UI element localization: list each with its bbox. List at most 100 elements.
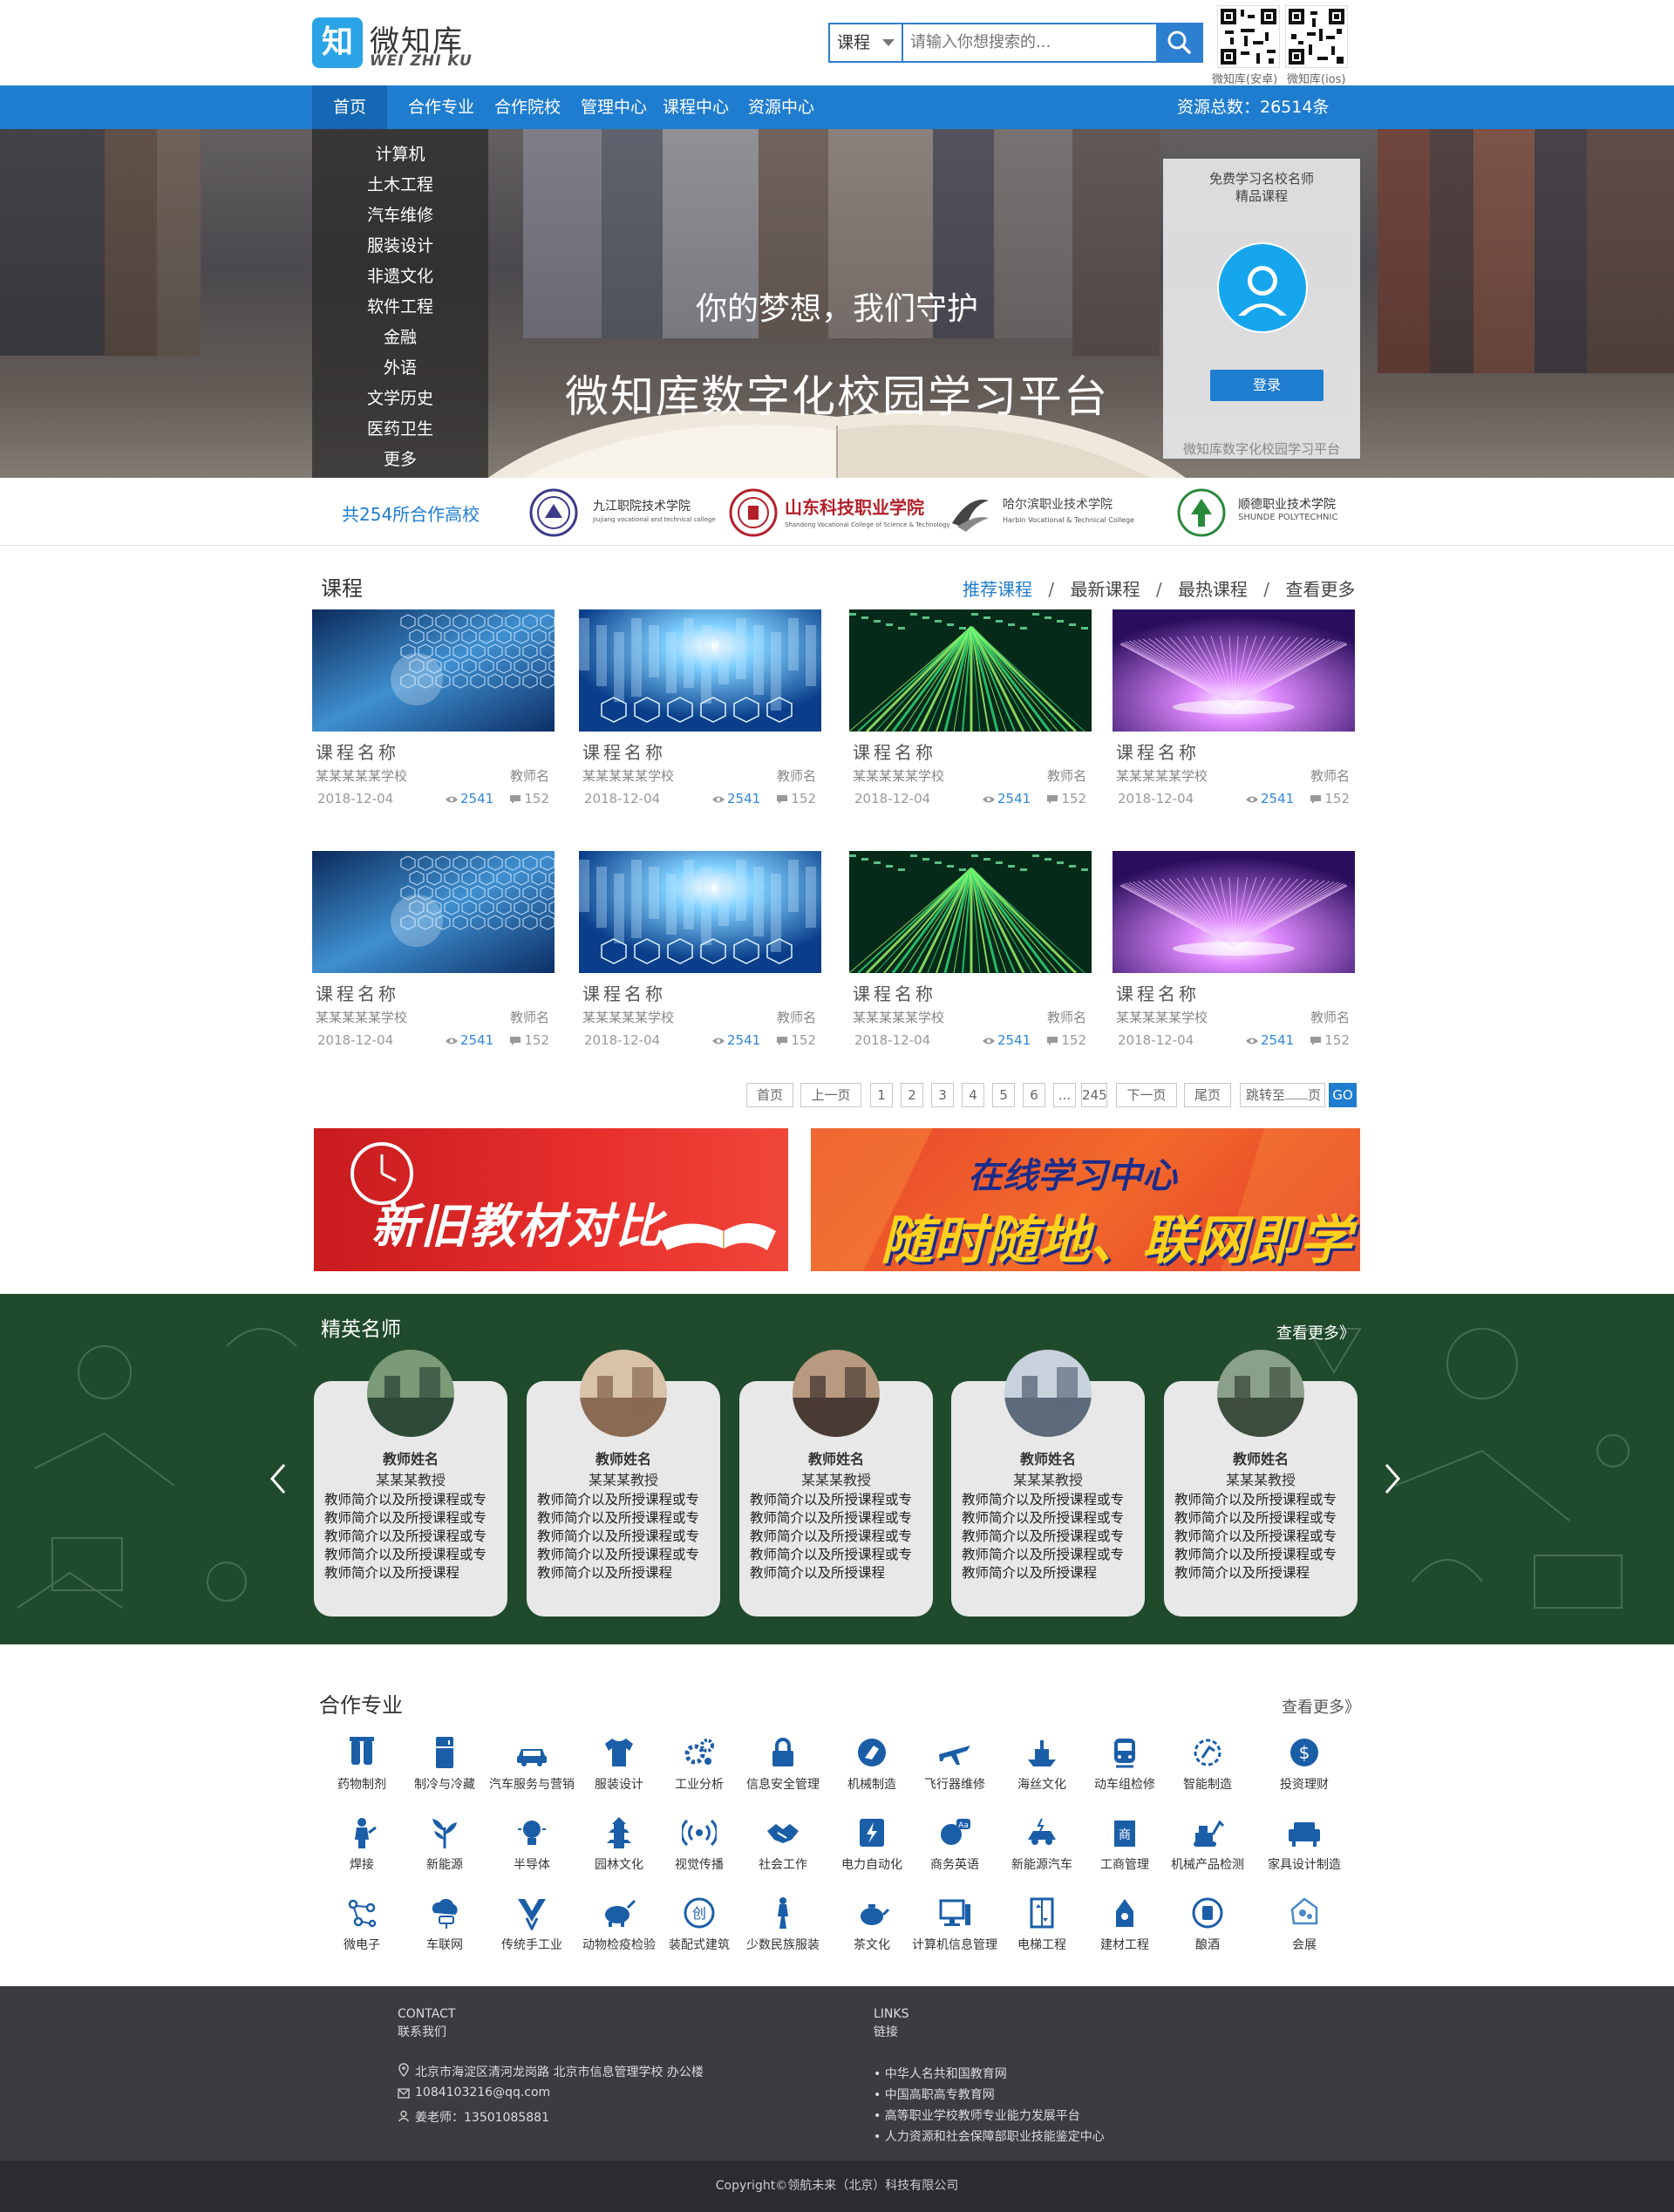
page-number[interactable]: 1 bbox=[870, 1083, 893, 1107]
major-label[interactable]: 动车组检修 bbox=[1094, 1778, 1155, 1792]
major-label[interactable]: 计算机信息管理 bbox=[912, 1938, 997, 1952]
category-item[interactable]: 文学历史 bbox=[366, 389, 433, 408]
major-item[interactable]: 机械产品检测 bbox=[1164, 1815, 1251, 1873]
course-name[interactable]: 课程名称 bbox=[1116, 742, 1200, 763]
major-item[interactable]: 动物检疫检验 bbox=[575, 1896, 663, 1953]
major-label[interactable]: 海丝文化 bbox=[1017, 1778, 1066, 1792]
major-item[interactable]: 服装设计 bbox=[575, 1735, 663, 1793]
major-item[interactable]: 园林文化 bbox=[575, 1815, 663, 1873]
major-item[interactable]: 茶文化 bbox=[828, 1896, 915, 1953]
costume-icon[interactable] bbox=[766, 1896, 800, 1930]
major-item[interactable]: 商工商管理 bbox=[1081, 1815, 1168, 1873]
major-item[interactable]: 飞行器维修 bbox=[911, 1735, 998, 1793]
major-label[interactable]: 装配式建筑 bbox=[669, 1938, 730, 1952]
tab-latest[interactable]: 最新课程 bbox=[1070, 579, 1140, 600]
course-card[interactable]: 课程名称 某某某某某学校 教师名 2018-12-04 2541 152 bbox=[312, 851, 555, 1048]
major-item[interactable]: 车联网 bbox=[401, 1896, 488, 1953]
cloud-car-icon[interactable] bbox=[427, 1896, 462, 1930]
major-item[interactable]: 制冷与冷藏 bbox=[401, 1735, 488, 1793]
page-prev[interactable]: 上一页 bbox=[800, 1083, 861, 1107]
course-card[interactable]: 课程名称 某某某某某学校 教师名 2018-12-04 2541 152 bbox=[1113, 609, 1355, 807]
course-name[interactable]: 课程名称 bbox=[316, 983, 399, 1004]
ship-icon[interactable] bbox=[1024, 1735, 1059, 1770]
course-card[interactable]: 课程名称 某某某某某学校 教师名 2018-12-04 2541 152 bbox=[579, 609, 821, 807]
major-label[interactable]: 电力自动化 bbox=[841, 1858, 902, 1872]
welder-icon[interactable] bbox=[344, 1815, 379, 1850]
category-item[interactable]: 金融 bbox=[383, 328, 417, 347]
teacher-card[interactable]: 教师姓名 某某某教授 教师简介以及所授课程或专教师简介以及所授课程或专教师简介以及所… bbox=[739, 1350, 933, 1616]
major-label[interactable]: 新能源汽车 bbox=[1011, 1858, 1072, 1872]
course-card[interactable]: 课程名称 某某某某某学校 教师名 2018-12-04 2541 152 bbox=[849, 609, 1092, 807]
major-item[interactable]: 智能制造 bbox=[1164, 1735, 1251, 1793]
major-item[interactable]: 机械制造 bbox=[828, 1735, 915, 1793]
teacher-name[interactable]: 教师姓名 bbox=[807, 1451, 864, 1467]
major-item[interactable]: 海丝文化 bbox=[998, 1735, 1085, 1793]
footer-link[interactable]: • 中华人名共和国教育网 bbox=[874, 2067, 1007, 2081]
ev-car-icon[interactable] bbox=[1024, 1815, 1059, 1850]
major-label[interactable]: 微电子 bbox=[344, 1938, 380, 1952]
promo-textbook-compare[interactable]: 新旧教材对比 bbox=[314, 1128, 788, 1271]
page-number[interactable]: 4 bbox=[962, 1083, 984, 1107]
nav-courses[interactable]: 课程中心 bbox=[663, 98, 730, 117]
course-thumbnail[interactable] bbox=[1113, 609, 1355, 732]
page-number[interactable]: 6 bbox=[1023, 1083, 1045, 1107]
teacher-name[interactable]: 教师姓名 bbox=[1019, 1451, 1076, 1467]
carousel-prev-button[interactable] bbox=[265, 1461, 293, 1496]
major-label[interactable]: 半导体 bbox=[514, 1858, 550, 1872]
major-label[interactable]: 工商管理 bbox=[1100, 1858, 1149, 1872]
major-item[interactable]: $ 投资理财 bbox=[1261, 1735, 1348, 1793]
nav-majors[interactable]: 合作专业 bbox=[408, 98, 475, 117]
major-label[interactable]: 药物制剂 bbox=[337, 1778, 386, 1792]
major-item[interactable]: 少数民族服装 bbox=[739, 1896, 827, 1953]
major-label[interactable]: 焊接 bbox=[350, 1858, 374, 1872]
leaf-icon[interactable] bbox=[427, 1815, 462, 1850]
major-label[interactable]: 新能源 bbox=[426, 1858, 463, 1872]
course-thumbnail[interactable] bbox=[579, 609, 821, 732]
school-logo-jiujiang[interactable] bbox=[529, 488, 578, 537]
lock-icon[interactable] bbox=[766, 1735, 800, 1770]
major-label[interactable]: 视觉传播 bbox=[675, 1858, 724, 1872]
english-icon[interactable]: Aa bbox=[937, 1815, 972, 1850]
page-number[interactable]: 245 bbox=[1081, 1083, 1107, 1107]
search-button[interactable] bbox=[1156, 24, 1201, 61]
footer-link-text[interactable]: 高等职业学校教师专业能力发展平台 bbox=[884, 2109, 1080, 2123]
major-item[interactable]: 动车组检修 bbox=[1081, 1735, 1168, 1793]
major-label[interactable]: 车联网 bbox=[426, 1938, 463, 1952]
course-card[interactable]: 课程名称 某某某某某学校 教师名 2018-12-04 2541 152 bbox=[849, 851, 1092, 1048]
login-button[interactable]: 登录 bbox=[1210, 370, 1324, 401]
footer-link-text[interactable]: 中国高职高专教育网 bbox=[884, 2088, 995, 2102]
major-label[interactable]: 酿酒 bbox=[1195, 1938, 1220, 1952]
page-number[interactable]: 2 bbox=[901, 1083, 923, 1107]
teacher-photo[interactable] bbox=[580, 1350, 667, 1437]
business-icon[interactable]: 商 bbox=[1107, 1815, 1142, 1850]
major-label[interactable]: 制冷与冷藏 bbox=[414, 1778, 475, 1792]
major-label[interactable]: 信息安全管理 bbox=[746, 1778, 820, 1792]
school-logo-harbin[interactable] bbox=[945, 488, 994, 537]
major-item[interactable]: 计算机信息管理 bbox=[911, 1896, 998, 1953]
major-label[interactable]: 会展 bbox=[1292, 1938, 1317, 1952]
partner-count[interactable]: 共254所合作高校 bbox=[342, 504, 480, 525]
power-icon[interactable] bbox=[854, 1815, 889, 1850]
category-item[interactable]: 软件工程 bbox=[366, 297, 433, 316]
pharmacy-icon[interactable] bbox=[344, 1735, 379, 1770]
school-logo-shunde[interactable] bbox=[1177, 488, 1226, 537]
course-name[interactable]: 课程名称 bbox=[582, 983, 666, 1004]
course-name[interactable]: 课程名称 bbox=[316, 742, 399, 763]
tab-recommended[interactable]: 推荐课程 bbox=[963, 579, 1032, 600]
school-logo-shandong[interactable] bbox=[729, 488, 778, 537]
footer-link-text[interactable]: 人力资源和社会保障部职业技能鉴定中心 bbox=[884, 2130, 1105, 2144]
machine-icon[interactable] bbox=[854, 1735, 889, 1770]
course-thumbnail[interactable] bbox=[579, 851, 821, 973]
brew-icon[interactable] bbox=[1190, 1896, 1225, 1930]
course-name[interactable]: 课程名称 bbox=[853, 983, 936, 1004]
teacher-name[interactable]: 教师姓名 bbox=[595, 1451, 651, 1467]
elevator-icon[interactable] bbox=[1024, 1896, 1059, 1930]
teachers-more-link[interactable]: 查看更多》 bbox=[1276, 1324, 1355, 1343]
sofa-icon[interactable] bbox=[1287, 1815, 1322, 1850]
building-icon[interactable]: 创 bbox=[682, 1896, 717, 1930]
nav-colleges[interactable]: 合作院校 bbox=[494, 98, 561, 117]
courses-more-link[interactable]: 查看更多 bbox=[1285, 579, 1356, 600]
craft-icon[interactable] bbox=[514, 1896, 549, 1930]
major-label[interactable]: 投资理财 bbox=[1280, 1778, 1329, 1792]
major-label[interactable]: 机械产品检测 bbox=[1171, 1858, 1244, 1872]
